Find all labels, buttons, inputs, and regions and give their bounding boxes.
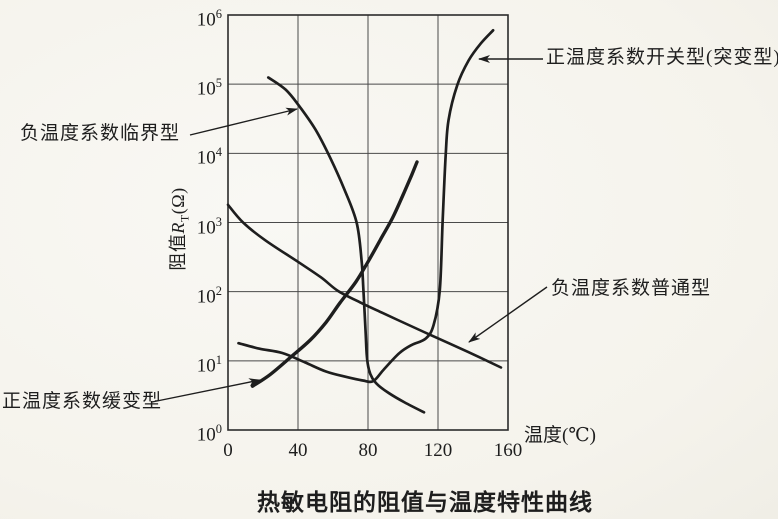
- curve-ptc-slow: [250, 160, 419, 388]
- x-tick-label-40: 40: [288, 440, 308, 461]
- y-tick-label-10e4: 104: [196, 145, 222, 169]
- annotation-arrow-ntc-ordinary: [468, 286, 548, 343]
- x-tick-label-0: 0: [223, 440, 233, 461]
- y-tick-label-10e1: 101: [196, 352, 222, 377]
- annotation-ntc-ordinary-type: 负温度系数普通型: [551, 278, 712, 299]
- y-tick-label-10e2: 102: [196, 283, 222, 307]
- curve-ntc-critical: [266, 76, 426, 414]
- plot-frame: [227, 14, 509, 431]
- y-tick-label-10e3: 103: [196, 214, 222, 238]
- y-tick-label-10e6: 106: [196, 7, 222, 31]
- annotation-arrow-ptc-slow: [151, 378, 261, 403]
- annotation-ntc-critical-type: 负温度系数临界型: [20, 123, 181, 144]
- curve-ntc-ordinary: [226, 203, 503, 369]
- y-axis-title-prefix: 阻值: [168, 233, 188, 271]
- grid-lines: [228, 15, 508, 430]
- x-tick-label-80: 80: [358, 440, 378, 461]
- figure-caption: 热敏电阻的阻值与温度特性曲线: [257, 490, 593, 515]
- x-axis-title: 温度(℃): [524, 425, 596, 446]
- annotation-arrow-ntc-critical: [189, 107, 298, 136]
- annotation-ptc-switching-type: 正温度系数开关型(突变型): [546, 47, 778, 68]
- annotation-ptc-slow-type: 正温度系数缓变型: [2, 391, 163, 412]
- y-tick-label-10e5: 105: [196, 76, 222, 100]
- x-tick-label-160: 160: [493, 440, 523, 461]
- curve-ptc-switching: [237, 28, 495, 384]
- x-tick-label-120: 120: [423, 440, 453, 461]
- y-tick-label-10e0: 100: [196, 422, 222, 446]
